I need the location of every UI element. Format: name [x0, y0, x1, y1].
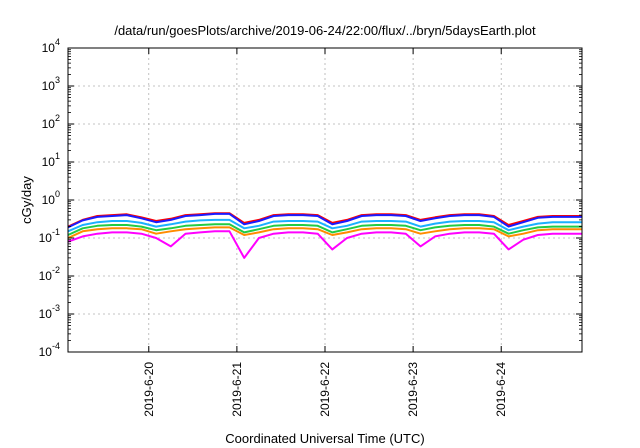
series-line-4	[67, 226, 582, 239]
ticks: 10-4 10-3 10-2 10-1 100 101 102 103 104 2019-6-20…	[39, 37, 582, 417]
series-line-1	[67, 212, 582, 229]
y-tick-label: 10-4	[39, 341, 60, 359]
y-tick-label: 104	[42, 37, 60, 55]
x-tick-label: 2019-6-22	[318, 362, 332, 417]
y-tick-label: 101	[42, 151, 60, 169]
x-tick-label: 2019-6-20	[142, 362, 156, 417]
x-tick-label: 2019-6-21	[230, 362, 244, 417]
series-line-5	[67, 230, 582, 259]
x-axis-label: Coordinated Universal Time (UTC)	[225, 431, 424, 446]
series-group	[67, 212, 582, 259]
y-tick-label: 10-1	[39, 227, 60, 245]
chart-title: /data/run/goesPlots/archive/2019-06-24/2…	[114, 23, 536, 38]
series-line-2	[67, 218, 582, 233]
y-tick-label: 10-2	[39, 265, 60, 283]
y-axis-label: cGy/day	[19, 176, 34, 224]
x-tick-label: 2019-6-23	[406, 362, 420, 417]
y-tick-label: 100	[42, 189, 60, 207]
grid	[68, 48, 582, 352]
x-tick-label: 2019-6-24	[494, 362, 508, 417]
series-line-3	[67, 223, 582, 236]
y-tick-label: 102	[42, 113, 60, 131]
y-tick-label: 10-3	[39, 303, 60, 321]
y-tick-label: 103	[42, 75, 60, 93]
